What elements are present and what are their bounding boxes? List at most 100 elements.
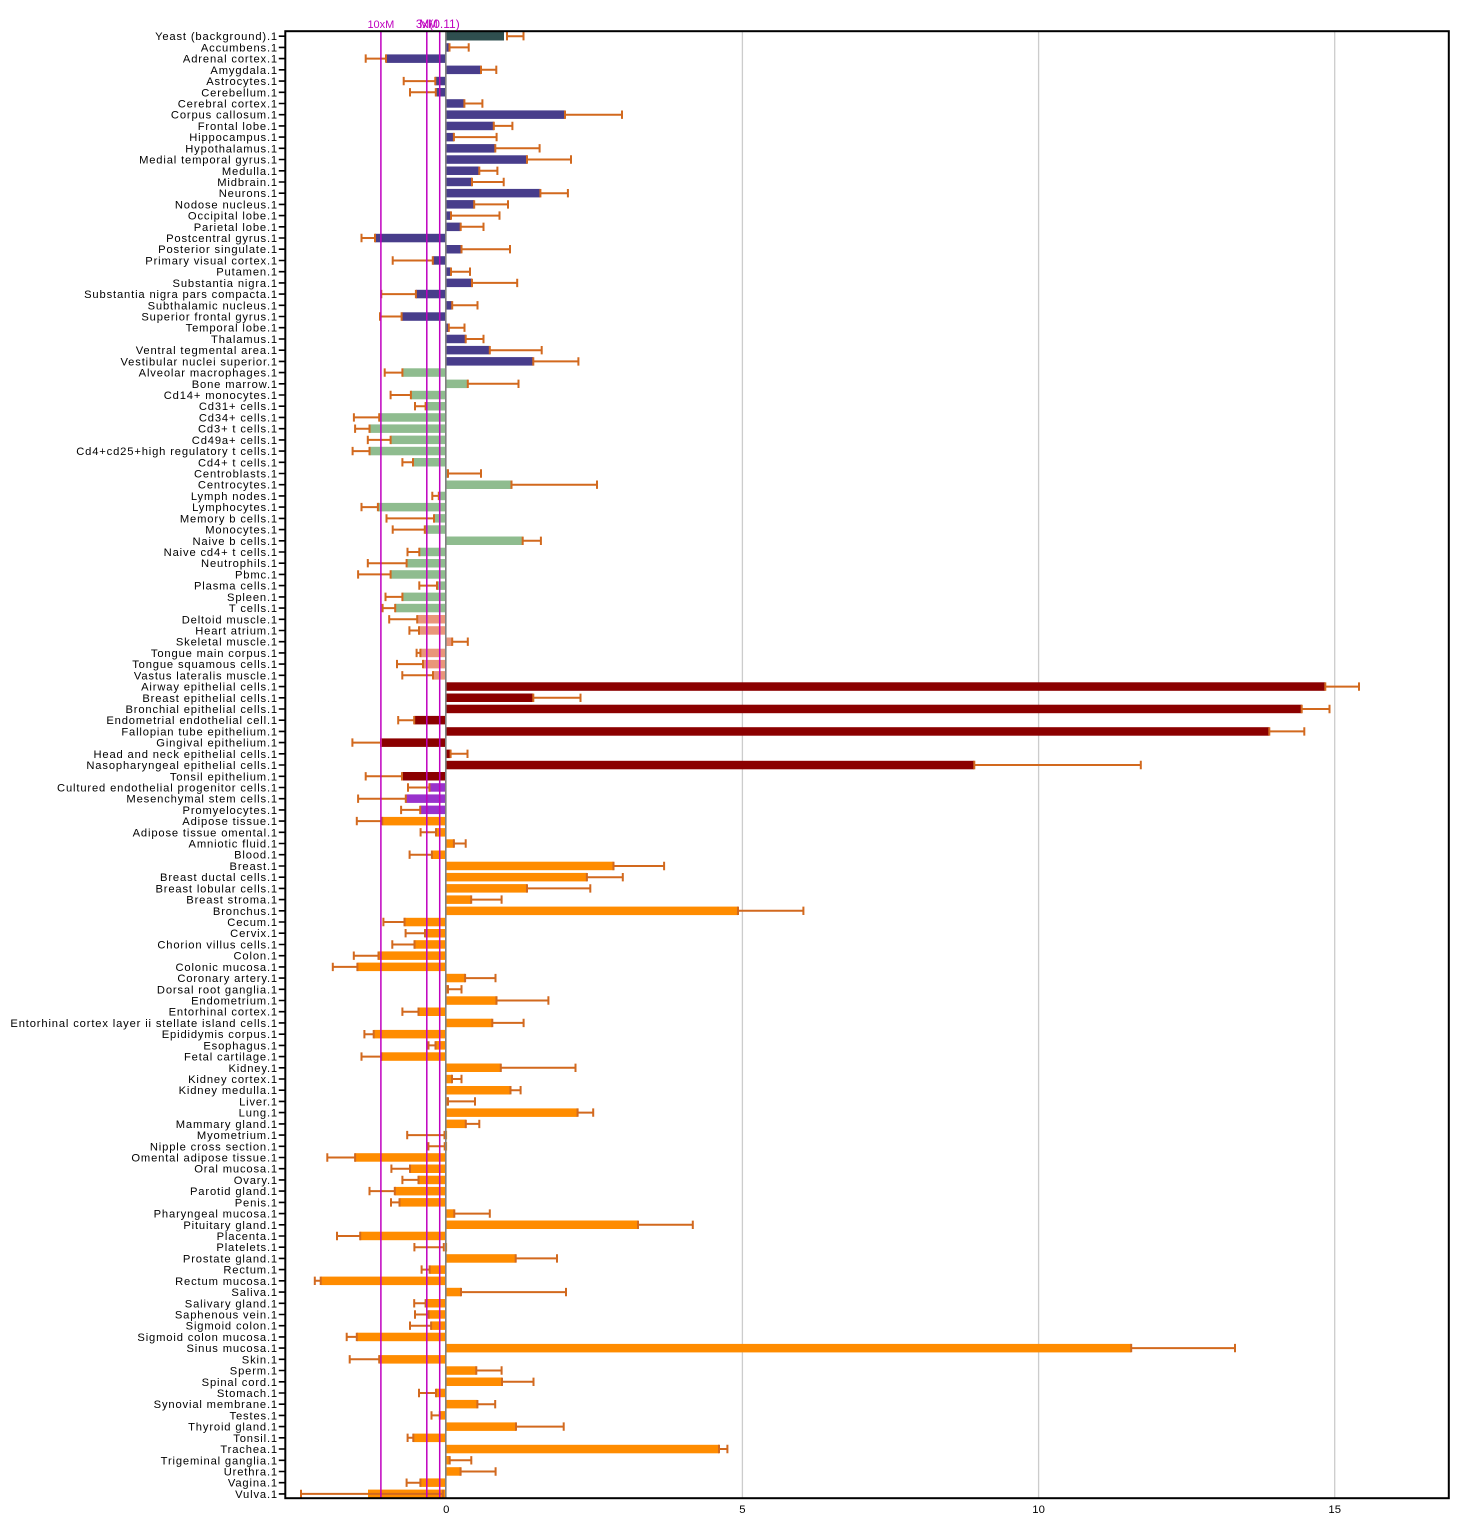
svg-text:Vagina.1: Vagina.1 — [228, 1478, 278, 1490]
svg-text:Omental adipose tissue.1: Omental adipose tissue.1 — [131, 1153, 278, 1165]
svg-text:Breast ductal cells.1: Breast ductal cells.1 — [160, 872, 278, 884]
svg-text:Entorhinal cortex layer ii ste: Entorhinal cortex layer ii stellate isla… — [10, 1018, 278, 1030]
svg-text:Naive b cells.1: Naive b cells.1 — [192, 536, 278, 548]
svg-text:Vestibular nuclei superior.1: Vestibular nuclei superior.1 — [120, 356, 278, 368]
svg-text:Amniotic fluid.1: Amniotic fluid.1 — [189, 839, 278, 851]
svg-text:Fetal cartilage.1: Fetal cartilage.1 — [184, 1052, 278, 1064]
svg-text:Skeletal muscle.1: Skeletal muscle.1 — [176, 637, 278, 649]
svg-text:Bone marrow.1: Bone marrow.1 — [192, 379, 278, 391]
svg-text:Heart atrium.1: Heart atrium.1 — [195, 626, 278, 638]
svg-text:Temporal lobe.1: Temporal lobe.1 — [186, 323, 278, 335]
svg-text:Chorion villus cells.1: Chorion villus cells.1 — [157, 940, 278, 952]
svg-text:Cecum.1: Cecum.1 — [227, 917, 278, 929]
svg-text:Gingival epithelium.1: Gingival epithelium.1 — [156, 738, 278, 750]
svg-text:Epididymis corpus.1: Epididymis corpus.1 — [162, 1029, 278, 1041]
svg-text:M(0.11): M(0.11) — [419, 17, 459, 31]
svg-text:Midbrain.1: Midbrain.1 — [217, 177, 278, 189]
svg-text:Mesenchymal stem cells.1: Mesenchymal stem cells.1 — [126, 794, 278, 806]
svg-text:Sigmoid colon mucosa.1: Sigmoid colon mucosa.1 — [137, 1332, 278, 1344]
svg-text:Penis.1: Penis.1 — [235, 1197, 278, 1209]
svg-text:Putamen.1: Putamen.1 — [216, 267, 278, 279]
svg-text:Breast epithelial cells.1: Breast epithelial cells.1 — [142, 693, 278, 705]
svg-text:Spleen.1: Spleen.1 — [227, 592, 278, 604]
svg-text:Pharyngeal mucosa.1: Pharyngeal mucosa.1 — [154, 1209, 278, 1221]
svg-text:Lung.1: Lung.1 — [239, 1108, 278, 1120]
svg-text:Pbmc.1: Pbmc.1 — [235, 569, 278, 581]
svg-text:Blood.1: Blood.1 — [234, 850, 278, 862]
svg-text:Liver.1: Liver.1 — [239, 1096, 278, 1108]
svg-text:Substantia nigra.1: Substantia nigra.1 — [173, 278, 278, 290]
svg-text:Saphenous vein.1: Saphenous vein.1 — [175, 1310, 278, 1322]
svg-text:3xM: 3xM — [416, 19, 438, 31]
svg-text:Breast.1: Breast.1 — [230, 861, 278, 873]
svg-text:Rectum mucosa.1: Rectum mucosa.1 — [175, 1276, 278, 1288]
svg-text:0: 0 — [443, 1504, 449, 1516]
svg-text:Spinal cord.1: Spinal cord.1 — [202, 1377, 278, 1389]
svg-text:Plasma cells.1: Plasma cells.1 — [194, 581, 278, 593]
svg-text:Cd14+ monocytes.1: Cd14+ monocytes.1 — [164, 390, 278, 402]
svg-text:10xM: 10xM — [367, 19, 394, 31]
svg-text:Colonic mucosa.1: Colonic mucosa.1 — [175, 962, 278, 974]
svg-text:Synovial membrane.1: Synovial membrane.1 — [154, 1399, 278, 1411]
svg-text:Thyroid gland.1: Thyroid gland.1 — [188, 1422, 278, 1434]
svg-text:Cultured endothelial progenito: Cultured endothelial progenitor cells.1 — [57, 783, 278, 795]
svg-text:Adipose tissue.1: Adipose tissue.1 — [182, 816, 278, 828]
svg-text:Coronary artery.1: Coronary artery.1 — [177, 973, 278, 985]
svg-text:Superior frontal gyrus.1: Superior frontal gyrus.1 — [141, 312, 278, 324]
svg-text:Parietal lobe.1: Parietal lobe.1 — [194, 222, 278, 234]
svg-text:Fallopian tube epithelium.1: Fallopian tube epithelium.1 — [121, 726, 278, 738]
svg-text:Cd4+cd25+high regulatory t cel: Cd4+cd25+high regulatory t cells.1 — [76, 446, 278, 458]
svg-text:Urethra.1: Urethra.1 — [224, 1467, 278, 1479]
svg-text:Hypothalamus.1: Hypothalamus.1 — [185, 143, 278, 155]
svg-text:Tongue squamous cells.1: Tongue squamous cells.1 — [132, 659, 278, 671]
svg-text:15: 15 — [1328, 1504, 1341, 1516]
svg-text:Monocytes.1: Monocytes.1 — [205, 525, 278, 537]
svg-text:Cd49a+ cells.1: Cd49a+ cells.1 — [192, 435, 278, 447]
svg-text:Cd34+ cells.1: Cd34+ cells.1 — [199, 412, 278, 424]
svg-text:Subthalamic nucleus.1: Subthalamic nucleus.1 — [148, 300, 278, 312]
svg-text:Prostate gland.1: Prostate gland.1 — [183, 1253, 278, 1265]
svg-text:Trachea.1: Trachea.1 — [220, 1444, 278, 1456]
svg-text:Rectum.1: Rectum.1 — [223, 1265, 278, 1277]
svg-text:Skin.1: Skin.1 — [242, 1354, 278, 1366]
svg-text:Postcentral gyrus.1: Postcentral gyrus.1 — [166, 233, 278, 245]
svg-text:Kidney.1: Kidney.1 — [228, 1063, 278, 1075]
svg-text:Kidney medulla.1: Kidney medulla.1 — [179, 1085, 278, 1097]
svg-text:Airway epithelial cells.1: Airway epithelial cells.1 — [141, 682, 278, 694]
svg-text:Tongue main corpus.1: Tongue main corpus.1 — [151, 648, 278, 660]
svg-text:Placenta.1: Placenta.1 — [217, 1231, 278, 1243]
svg-text:Ventral tegmental area.1: Ventral tegmental area.1 — [136, 345, 278, 357]
svg-text:Breast lobular cells.1: Breast lobular cells.1 — [155, 883, 278, 895]
svg-text:Saliva.1: Saliva.1 — [231, 1287, 278, 1299]
svg-text:Medulla.1: Medulla.1 — [222, 166, 278, 178]
svg-text:Cerebellum.1: Cerebellum.1 — [201, 87, 278, 99]
svg-text:Yeast (background).1: Yeast (background).1 — [155, 31, 278, 43]
svg-text:Dorsal root ganglia.1: Dorsal root ganglia.1 — [157, 984, 278, 996]
svg-text:Endometrial endothelial cell.1: Endometrial endothelial cell.1 — [106, 715, 278, 727]
svg-text:Myometrium.1: Myometrium.1 — [197, 1130, 278, 1142]
svg-text:Cd31+ cells.1: Cd31+ cells.1 — [199, 401, 278, 413]
svg-text:Corpus callosum.1: Corpus callosum.1 — [171, 110, 278, 122]
svg-text:Bronchial epithelial cells.1: Bronchial epithelial cells.1 — [125, 704, 278, 716]
svg-text:Platelets.1: Platelets.1 — [216, 1242, 278, 1254]
svg-text:Stomach.1: Stomach.1 — [217, 1388, 278, 1400]
svg-text:Astrocytes.1: Astrocytes.1 — [206, 76, 278, 88]
svg-text:Tonsil.1: Tonsil.1 — [233, 1433, 278, 1445]
svg-text:Bronchus.1: Bronchus.1 — [213, 906, 278, 918]
svg-text:Centroblasts.1: Centroblasts.1 — [194, 469, 278, 481]
svg-text:Sigmoid colon.1: Sigmoid colon.1 — [186, 1321, 278, 1333]
svg-text:Nipple cross section.1: Nipple cross section.1 — [150, 1141, 278, 1153]
svg-text:Entorhinal cortex.1: Entorhinal cortex.1 — [169, 1007, 278, 1019]
svg-text:Hippocampus.1: Hippocampus.1 — [189, 132, 278, 144]
svg-text:Medial temporal gyrus.1: Medial temporal gyrus.1 — [139, 155, 278, 167]
svg-text:Neurons.1: Neurons.1 — [219, 188, 278, 200]
svg-text:Cerebral cortex.1: Cerebral cortex.1 — [178, 99, 278, 111]
svg-text:Sperm.1: Sperm.1 — [230, 1366, 278, 1378]
svg-text:Oral mucosa.1: Oral mucosa.1 — [194, 1164, 278, 1176]
svg-text:Centrocytes.1: Centrocytes.1 — [198, 480, 278, 492]
svg-text:Lymph nodes.1: Lymph nodes.1 — [191, 491, 278, 503]
svg-text:Substantia nigra pars compacta: Substantia nigra pars compacta.1 — [84, 289, 278, 301]
svg-text:Esophagus.1: Esophagus.1 — [203, 1040, 278, 1052]
svg-text:Amygdala.1: Amygdala.1 — [210, 65, 278, 77]
svg-text:Thalamus.1: Thalamus.1 — [211, 334, 278, 346]
